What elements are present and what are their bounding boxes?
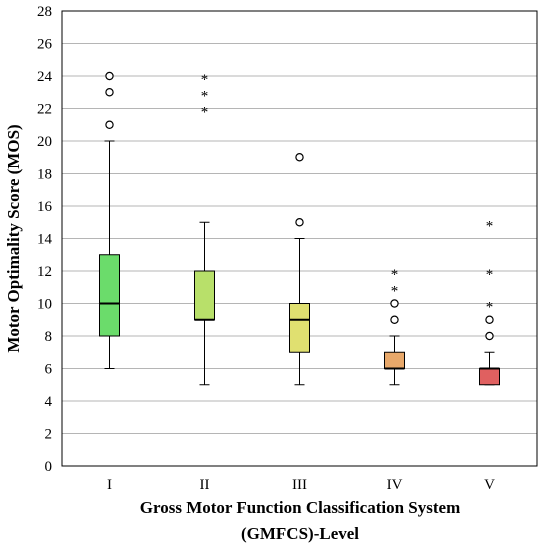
outlier-point: [295, 153, 304, 162]
iqr-box: [194, 270, 215, 321]
box-group-II: ***: [194, 72, 215, 386]
extreme-point: *: [201, 105, 209, 121]
extreme-point: *: [486, 300, 494, 316]
y-tick-label: 16: [37, 199, 53, 215]
y-tick-label: 10: [37, 297, 52, 313]
extreme-point: *: [201, 88, 209, 104]
x-tick-label: V: [484, 477, 495, 493]
y-tick-label: 4: [45, 394, 53, 410]
extreme-point: *: [201, 72, 209, 88]
x-tick-label: I: [107, 477, 112, 493]
extreme-point: *: [391, 283, 399, 299]
plot-frame: [61, 10, 538, 467]
y-tick-label: 26: [37, 37, 53, 53]
y-tick-label: 20: [37, 134, 52, 150]
box-group-III: [289, 153, 310, 386]
x-axis-ticks: I II III IV V: [107, 477, 495, 493]
y-tick-label: 24: [37, 69, 53, 85]
box-group-I: [99, 71, 120, 369]
outlier-point: [485, 331, 494, 341]
box-group-V: * * *: [479, 218, 500, 386]
outlier-point: [105, 71, 114, 81]
outlier-point: [105, 88, 114, 97]
y-tick-label: 14: [37, 232, 53, 248]
iqr-box: [479, 368, 500, 386]
outlier-point: [390, 315, 399, 324]
y-tick-label: 18: [37, 167, 52, 183]
outlier-point: [390, 299, 399, 308]
y-tick-label: 28: [37, 4, 52, 20]
extreme-point: *: [391, 267, 399, 283]
iqr-box: [289, 303, 310, 353]
y-tick-label: 6: [45, 362, 53, 378]
iqr-box: [384, 351, 405, 369]
extreme-point: *: [486, 267, 494, 283]
y-axis-title: Motor Optimality Score (MOS): [4, 124, 23, 352]
x-axis-title-line2: (GMFCS)-Level: [241, 524, 359, 543]
y-tick-label: 22: [37, 102, 52, 118]
box-group-IV: **: [384, 267, 405, 386]
boxes: ********: [99, 71, 500, 386]
x-axis-title-line1: Gross Motor Function Classification Syst…: [140, 498, 460, 517]
extreme-point: *: [486, 218, 494, 234]
y-tick-label: 12: [37, 264, 52, 280]
y-tick-label: 2: [45, 427, 53, 443]
y-tick-label: 8: [45, 329, 53, 345]
x-tick-label: II: [200, 477, 210, 493]
outlier-point: [295, 218, 304, 227]
x-tick-label: III: [292, 477, 307, 493]
x-tick-label: IV: [387, 477, 403, 493]
outlier-point: [105, 120, 114, 129]
outlier-point: [485, 315, 494, 324]
y-tick-label: 0: [45, 459, 53, 475]
iqr-box: [99, 254, 120, 337]
